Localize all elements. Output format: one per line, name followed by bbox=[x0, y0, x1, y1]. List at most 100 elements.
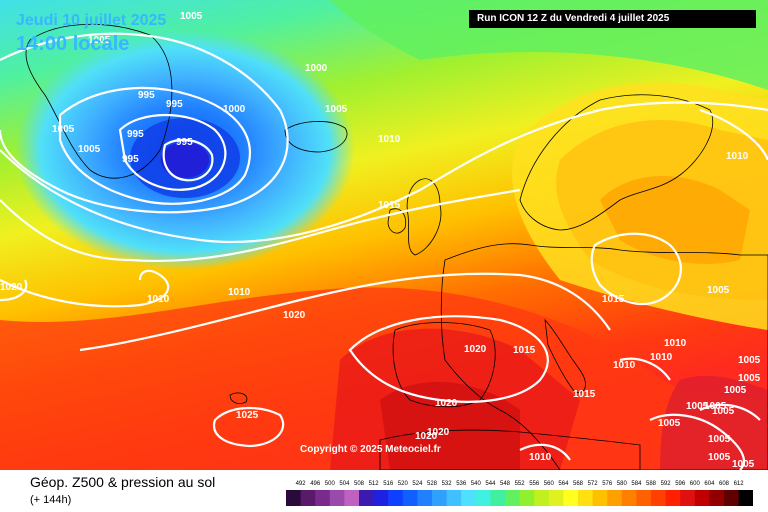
isobar-label: 1015 bbox=[602, 294, 625, 305]
isobar-label: 1005 bbox=[325, 104, 348, 115]
isobar-label: 1000 bbox=[305, 63, 328, 74]
isobar-label: 995 bbox=[138, 90, 155, 101]
valid-time-label: 14:00 locale bbox=[16, 33, 130, 55]
legend-tick-label: 516 bbox=[383, 481, 394, 487]
isobar-label: 1005 bbox=[88, 35, 111, 46]
legend-tick-label: 552 bbox=[515, 481, 526, 487]
isobar-label: 1025 bbox=[236, 410, 259, 421]
legend-swatch bbox=[578, 490, 594, 506]
legend-tick-label: 500 bbox=[325, 481, 336, 487]
legend-swatch bbox=[621, 490, 637, 506]
legend-swatch bbox=[315, 490, 331, 506]
legend-swatch bbox=[534, 490, 550, 506]
legend-swatch bbox=[432, 490, 448, 506]
legend-tick-label: 540 bbox=[471, 481, 482, 487]
copyright-label: Copyright © 2025 Meteociel.fr bbox=[300, 444, 441, 455]
isobar-label: 995 bbox=[166, 99, 183, 110]
forecast-range: (+ 144h) bbox=[30, 494, 72, 506]
legend-tick-label: 612 bbox=[734, 481, 745, 487]
map-canvas: 1005 1005 1000 995 995 1000 1005 1005 99… bbox=[0, 0, 768, 470]
legend-tick-label: 504 bbox=[339, 481, 350, 487]
legend-swatch bbox=[359, 490, 375, 506]
isobar-label: 1010 bbox=[147, 294, 170, 305]
isobar-label: 1005 bbox=[724, 385, 747, 396]
legend-tick-label: 568 bbox=[573, 481, 584, 487]
legend-tick-label: 508 bbox=[354, 481, 365, 487]
legend-swatch bbox=[651, 490, 667, 506]
isobar-label: 1005 bbox=[708, 452, 731, 463]
legend-tick-label: 600 bbox=[690, 481, 701, 487]
legend-swatch bbox=[709, 490, 725, 506]
legend-tick-label: 608 bbox=[719, 481, 730, 487]
legend-swatch bbox=[388, 490, 404, 506]
legend-tick-label: 588 bbox=[646, 481, 657, 487]
isobar-label: 1005 bbox=[704, 401, 727, 412]
legend-tick-label: 592 bbox=[661, 481, 672, 487]
valid-date-label: Jeudi 10 juillet 2025 bbox=[16, 12, 167, 29]
legend-tick-label: 580 bbox=[617, 481, 628, 487]
isobar-label: 995 bbox=[176, 137, 193, 148]
legend-swatch bbox=[475, 490, 491, 506]
legend-swatch bbox=[563, 490, 579, 506]
legend-swatch bbox=[607, 490, 623, 506]
isobar-label: 1005 bbox=[52, 124, 75, 135]
legend-tick-label: 560 bbox=[544, 481, 555, 487]
legend-tick-label: 528 bbox=[427, 481, 438, 487]
legend-swatch bbox=[300, 490, 316, 506]
isobar-label: 1020 bbox=[435, 398, 458, 409]
isobar-label: 995 bbox=[122, 154, 139, 165]
legend-tick-label: 520 bbox=[398, 481, 409, 487]
legend-tick-label: 604 bbox=[704, 481, 715, 487]
isobar-label: 1010 bbox=[529, 452, 552, 463]
legend-swatch bbox=[548, 490, 564, 506]
legend-tick-label: 572 bbox=[588, 481, 599, 487]
legend-swatch bbox=[446, 490, 462, 506]
legend-swatch bbox=[636, 490, 652, 506]
map-footer: Géop. Z500 & pression au sol (+ 144h) 49… bbox=[0, 470, 768, 512]
legend-tick-label: 564 bbox=[558, 481, 569, 487]
legend-tick-label: 524 bbox=[412, 481, 423, 487]
coastlines bbox=[25, 23, 768, 470]
isobar-label: 1020 bbox=[0, 282, 23, 293]
legend-tick-label: 596 bbox=[675, 481, 686, 487]
legend-swatch bbox=[592, 490, 608, 506]
isobar-label: 1010 bbox=[664, 338, 687, 349]
isobar-label: 1005 bbox=[180, 11, 203, 22]
isobars bbox=[0, 32, 768, 470]
weather-map: 1005 1005 1000 995 995 1000 1005 1005 99… bbox=[0, 0, 768, 470]
isobar-labels: 1005 1005 1000 995 995 1000 1005 1005 99… bbox=[0, 11, 761, 470]
isobar-label: 1005 bbox=[707, 285, 730, 296]
legend-swatch bbox=[344, 490, 360, 506]
legend-swatch bbox=[490, 490, 506, 506]
legend-swatch bbox=[373, 490, 389, 506]
legend-swatch bbox=[665, 490, 681, 506]
isobar-label: 1005 bbox=[78, 144, 101, 155]
isobar-label: 1010 bbox=[726, 151, 749, 162]
isobar-label: 1005 bbox=[708, 434, 731, 445]
legend-swatch bbox=[402, 490, 418, 506]
legend-swatch bbox=[461, 490, 477, 506]
legend-tick-label: 536 bbox=[456, 481, 467, 487]
legend-swatch bbox=[329, 490, 345, 506]
legend-tick-label: 576 bbox=[602, 481, 613, 487]
model-run-label: Run ICON 12 Z du Vendredi 4 juillet 2025 bbox=[469, 10, 756, 28]
isobar-label: 1020 bbox=[427, 427, 450, 438]
isobar-label: 1005 bbox=[738, 373, 761, 384]
legend-swatch bbox=[694, 490, 710, 506]
legend-tick-label: 496 bbox=[310, 481, 321, 487]
isobar-label: 1020 bbox=[464, 344, 487, 355]
isobar-label: 1005 bbox=[732, 459, 755, 470]
isobar-label: 1005 bbox=[738, 355, 761, 366]
parameter-title: Géop. Z500 & pression au sol bbox=[30, 474, 216, 490]
isobar-label: 1015 bbox=[573, 389, 596, 400]
legend-swatch bbox=[680, 490, 696, 506]
legend-tick-label: 584 bbox=[631, 481, 642, 487]
isobar-label: 1015 bbox=[513, 345, 536, 356]
isobar-label: 995 bbox=[127, 129, 144, 140]
legend-swatch bbox=[724, 490, 740, 506]
isobar-label: 1010 bbox=[650, 352, 673, 363]
legend-tick-label: 544 bbox=[485, 481, 496, 487]
legend-tick-label: 556 bbox=[529, 481, 540, 487]
legend-swatch bbox=[286, 490, 302, 506]
isobar-label: 1010 bbox=[228, 287, 251, 298]
